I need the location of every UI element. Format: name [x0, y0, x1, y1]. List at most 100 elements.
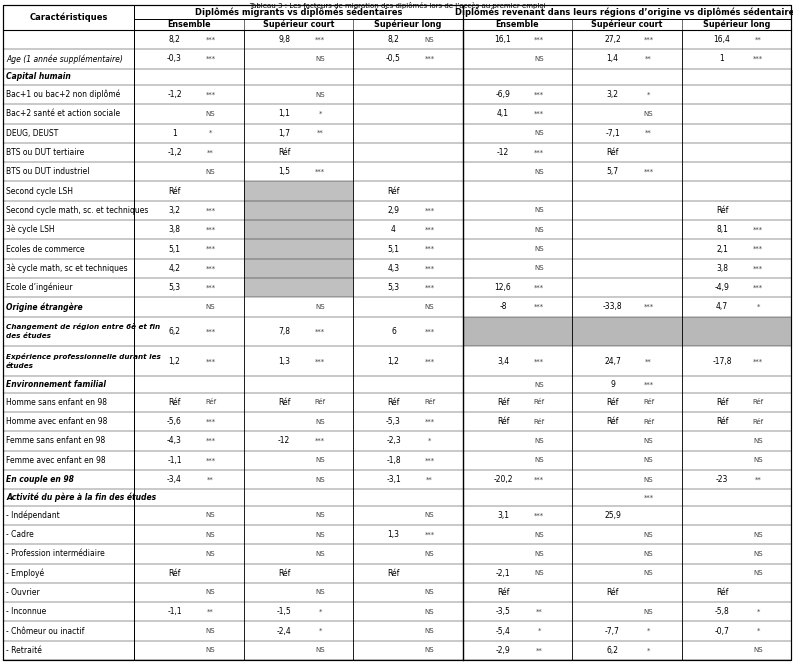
Text: -6,9: -6,9	[496, 90, 511, 99]
Text: 5,7: 5,7	[607, 167, 619, 177]
Bar	[243, 278, 353, 297]
Text: NS: NS	[534, 570, 544, 576]
Text: NS: NS	[534, 207, 544, 213]
Text: Homme avec enfant en 98: Homme avec enfant en 98	[6, 417, 107, 426]
Bar	[243, 220, 353, 239]
Text: NS: NS	[206, 304, 216, 310]
Text: *: *	[647, 92, 650, 98]
Text: 3,8: 3,8	[169, 225, 181, 234]
Text: 3,8: 3,8	[716, 264, 728, 273]
Text: 27,2: 27,2	[604, 35, 621, 44]
Text: Réf: Réf	[607, 398, 619, 407]
Text: Supérieur long: Supérieur long	[374, 20, 442, 29]
Text: 1,1: 1,1	[278, 110, 290, 118]
Text: -2,9: -2,9	[496, 646, 511, 655]
Text: 5,1: 5,1	[169, 244, 181, 254]
Text: *: *	[757, 609, 760, 615]
Text: -1,8: -1,8	[386, 456, 400, 465]
Text: -5,8: -5,8	[714, 608, 730, 616]
Text: ***: ***	[205, 419, 216, 425]
Text: **: **	[646, 56, 652, 62]
Text: *: *	[319, 609, 322, 615]
Text: **: **	[207, 149, 214, 155]
Text: ***: ***	[315, 37, 325, 42]
Text: Ensemble: Ensemble	[496, 20, 539, 29]
Text: Réf: Réf	[753, 419, 764, 425]
Text: ***: ***	[753, 226, 763, 232]
Text: Réf: Réf	[168, 568, 181, 578]
Text: Réf: Réf	[278, 398, 290, 407]
Text: **: **	[427, 477, 433, 483]
Text: -12: -12	[278, 436, 290, 446]
Text: NS: NS	[534, 246, 544, 252]
Text: Second cycle math, sc. et techniques: Second cycle math, sc. et techniques	[6, 206, 148, 215]
Text: ***: ***	[424, 359, 435, 365]
Text: BTS ou DUT tertiaire: BTS ou DUT tertiaire	[6, 148, 84, 157]
Text: **: **	[755, 37, 761, 42]
Text: Origine étrangère: Origine étrangère	[6, 302, 82, 311]
Text: **: **	[207, 609, 214, 615]
Text: Réf: Réf	[315, 400, 326, 406]
Bar	[243, 201, 353, 220]
Text: Réf: Réf	[534, 419, 545, 425]
Text: NS: NS	[316, 419, 325, 425]
Text: -4,3: -4,3	[167, 436, 182, 446]
Text: Réf: Réf	[387, 568, 400, 578]
Text: *: *	[538, 628, 541, 634]
Text: ***: ***	[205, 92, 216, 98]
Text: -1,2: -1,2	[167, 148, 182, 157]
Text: ***: ***	[315, 329, 325, 335]
Text: 1,7: 1,7	[278, 129, 290, 137]
Text: NS: NS	[206, 111, 216, 117]
Text: NS: NS	[206, 590, 216, 596]
Text: NS: NS	[425, 304, 435, 310]
Text: NS: NS	[206, 532, 216, 538]
Text: ***: ***	[753, 246, 763, 252]
Text: NS: NS	[644, 457, 653, 463]
Text: NS: NS	[644, 438, 653, 444]
Text: 1,3: 1,3	[278, 357, 290, 366]
Text: **: **	[207, 477, 214, 483]
Text: -2,1: -2,1	[496, 568, 511, 578]
Text: 4,3: 4,3	[388, 264, 400, 273]
Text: NS: NS	[206, 628, 216, 634]
Text: Diplômés migrants vs diplômés sédentaires: Diplômés migrants vs diplômés sédentaire…	[194, 7, 402, 17]
Text: Réf: Réf	[387, 398, 400, 407]
Text: *: *	[428, 438, 431, 444]
Text: ***: ***	[644, 169, 653, 175]
Text: - Employé: - Employé	[6, 568, 44, 578]
Text: 4,2: 4,2	[169, 264, 181, 273]
Text: Réf: Réf	[716, 206, 728, 215]
Text: 3è cycle LSH: 3è cycle LSH	[6, 225, 55, 234]
Text: 8,2: 8,2	[169, 35, 181, 44]
Text: Réf: Réf	[643, 400, 654, 406]
Text: Supérieur court: Supérieur court	[591, 20, 662, 29]
Text: ***: ***	[534, 149, 544, 155]
Text: Environnement familial: Environnement familial	[6, 380, 106, 389]
Text: 3,2: 3,2	[607, 90, 619, 99]
Text: NS: NS	[425, 628, 435, 634]
Text: -7,7: -7,7	[605, 627, 620, 635]
Text: NS: NS	[753, 551, 763, 557]
Text: **: **	[755, 477, 761, 483]
Text: 3,4: 3,4	[497, 357, 509, 366]
Text: NS: NS	[534, 130, 544, 136]
Text: NS: NS	[534, 169, 544, 175]
Text: ***: ***	[205, 457, 216, 463]
Text: **: **	[536, 609, 542, 615]
Text: -7,1: -7,1	[605, 129, 620, 137]
Text: -1,1: -1,1	[167, 608, 182, 616]
Text: 4: 4	[391, 225, 396, 234]
Text: *: *	[647, 647, 650, 653]
Text: -1,1: -1,1	[167, 456, 182, 465]
Text: Diplômés revenant dans leurs régions d’origine vs diplômés sédentaires: Diplômés revenant dans leurs régions d’o…	[454, 7, 793, 17]
Text: ***: ***	[205, 329, 216, 335]
Text: Réf: Réf	[497, 417, 509, 426]
Text: Réf: Réf	[278, 148, 290, 157]
Text: **: **	[646, 359, 652, 365]
Text: NS: NS	[425, 37, 435, 42]
Text: Ensemble: Ensemble	[167, 20, 211, 29]
Text: DEUG, DEUST: DEUG, DEUST	[6, 129, 58, 137]
Text: NS: NS	[316, 551, 325, 557]
Text: Réf: Réf	[278, 568, 290, 578]
